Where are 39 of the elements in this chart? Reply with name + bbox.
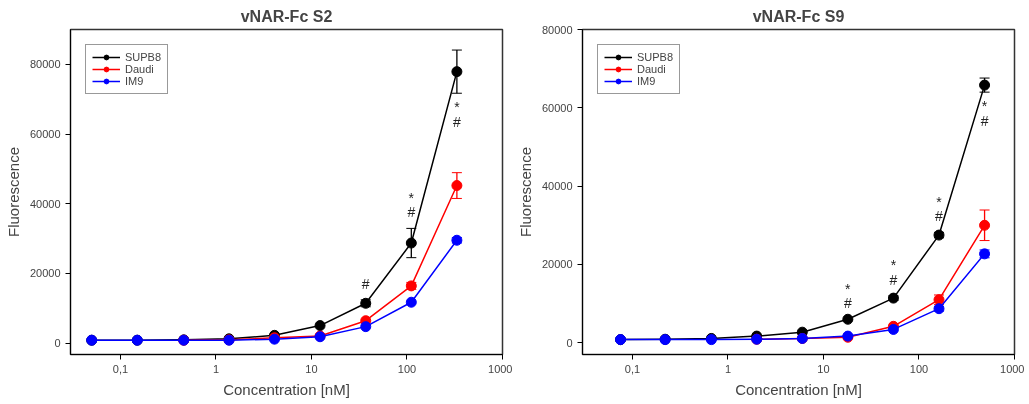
- legend-label: SUPB8: [637, 51, 674, 63]
- y-tick-label: 80000: [541, 23, 573, 36]
- legend-label: SUPB8: [125, 51, 162, 63]
- annotation: * #: [889, 257, 898, 288]
- annotation: * #: [980, 98, 989, 129]
- y-tick-label: 20000: [541, 258, 573, 271]
- legend-label: Daudi: [125, 63, 154, 75]
- y-axis-title: Fluorescence: [516, 146, 534, 238]
- y-tick-label: 0: [54, 337, 61, 349]
- legend-label: IM9: [637, 75, 657, 87]
- x-tick-label: 1: [212, 362, 220, 375]
- legend-label: Daudi: [637, 63, 666, 75]
- chart-title: vNAR-Fc S2: [240, 7, 333, 25]
- y-tick-label: 60000: [541, 101, 573, 114]
- x-tick-label: 1: [724, 362, 732, 375]
- annotation: * #: [935, 193, 944, 225]
- x-tick-label: 100: [909, 362, 929, 375]
- y-tick-label: 40000: [541, 180, 573, 193]
- x-tick-label: 100: [397, 362, 417, 375]
- y-axis-title: Fluorescence: [4, 146, 22, 238]
- x-tick-label: 1000: [488, 362, 513, 375]
- y-tick-label: 20000: [29, 267, 61, 280]
- x-tick-label: 1000: [1000, 362, 1025, 375]
- x-tick-label: 0,1: [624, 362, 641, 375]
- x-axis-title: Concentration [nM]: [735, 380, 862, 398]
- x-tick-label: 10: [305, 362, 318, 375]
- annotation: * #: [843, 280, 852, 312]
- chart-title: vNAR-Fc S9: [752, 7, 845, 25]
- annotation: #: [361, 275, 370, 292]
- y-tick-label: 80000: [29, 58, 61, 71]
- legend-label: IM9: [125, 75, 145, 87]
- y-tick-label: 0: [566, 336, 573, 349]
- x-tick-label: 0,1: [112, 362, 129, 375]
- y-tick-label: 40000: [29, 197, 61, 210]
- y-tick-label: 60000: [29, 128, 61, 140]
- x-axis-title: Concentration [nM]: [223, 380, 350, 398]
- x-tick-label: 10: [817, 362, 830, 375]
- annotation: * #: [407, 190, 416, 221]
- annotation: * #: [452, 99, 461, 130]
